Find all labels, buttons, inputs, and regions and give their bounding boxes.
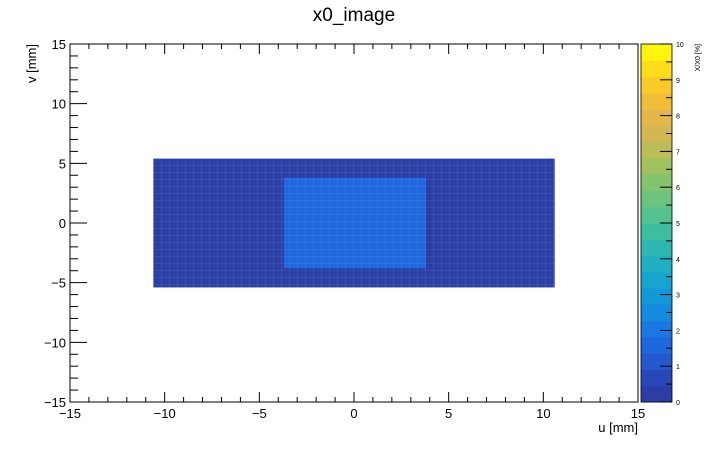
chart-title: x0_image (313, 5, 395, 26)
x-axis-label: u [mm] (598, 420, 638, 435)
colorbar-swatch (641, 255, 672, 273)
y-tick-label: −10 (44, 335, 66, 350)
x-axis: −15 −10 −5 0 5 10 15 (59, 44, 645, 421)
colorbar-tick-label: 1 (676, 364, 680, 371)
colorbar-tick-label: 3 (676, 293, 680, 300)
colorbar-swatch (641, 76, 672, 94)
colorbar-swatch (641, 44, 672, 61)
y-tick-label: 0 (59, 216, 66, 231)
colorbar-tick-label: 6 (676, 185, 680, 192)
heatmap-layer (153, 158, 555, 288)
colorbar-swatch (641, 190, 672, 208)
colorbar-tick-label: 4 (676, 257, 680, 264)
x-tick-label: 10 (536, 406, 550, 421)
colorbar-swatch (641, 304, 672, 322)
colorbar-swatch (641, 141, 672, 159)
x-tick-label: 5 (445, 406, 452, 421)
x-tick-label: −15 (59, 406, 81, 421)
y-tick-label: −15 (44, 395, 66, 410)
colorbar-swatch (641, 125, 672, 143)
colorbar-swatch (641, 336, 672, 354)
colorbar-tick-label: 9 (676, 78, 680, 85)
colorbar-swatch (641, 320, 672, 338)
x-tick-label: −10 (154, 406, 176, 421)
y-tick-label: −5 (51, 276, 66, 291)
y-tick-label: 10 (52, 97, 66, 112)
y-axis: −15 −10 −5 0 5 10 15 (44, 37, 87, 410)
y-axis-label: v [mm] (24, 44, 39, 83)
colorbar-swatch (641, 206, 672, 224)
colorbar-swatch (641, 157, 672, 175)
colorbar-tick-label: 7 (676, 149, 680, 156)
colorbar-swatch (641, 369, 672, 387)
colorbar-swatch (641, 353, 672, 370)
colorbar-tick-label: 10 (676, 42, 684, 49)
colorbar-swatch (641, 271, 672, 289)
colorbar-swatch (641, 288, 672, 305)
colorbar-tick-label: 8 (676, 114, 680, 121)
colorbar-swatch (641, 223, 672, 240)
colorbar-swatch (641, 239, 672, 257)
heatmap-region-2 (401, 191, 426, 259)
pixel-grid (153, 158, 555, 288)
colorbar-swatch (641, 174, 672, 191)
colorbar-tick-label: 5 (676, 221, 680, 228)
y-tick-label: 15 (52, 37, 66, 52)
colorbar-swatch (641, 109, 672, 126)
x-tick-label: 15 (631, 406, 645, 421)
colorbar-tick-label: 0 (676, 400, 680, 407)
colorbar-tick-label: 2 (676, 328, 680, 335)
x-tick-label: −5 (252, 406, 267, 421)
y-tick-label: 5 (59, 156, 66, 171)
colorbar-swatch (641, 385, 672, 403)
colorbar-swatch (641, 60, 672, 78)
colorbar-label: X/X0 [%] (695, 44, 702, 71)
colorbar-swatch (641, 92, 672, 110)
x-tick-label: 0 (350, 406, 357, 421)
colorbar: 0 1 2 3 4 5 6 7 8 9 10 (640, 42, 684, 407)
